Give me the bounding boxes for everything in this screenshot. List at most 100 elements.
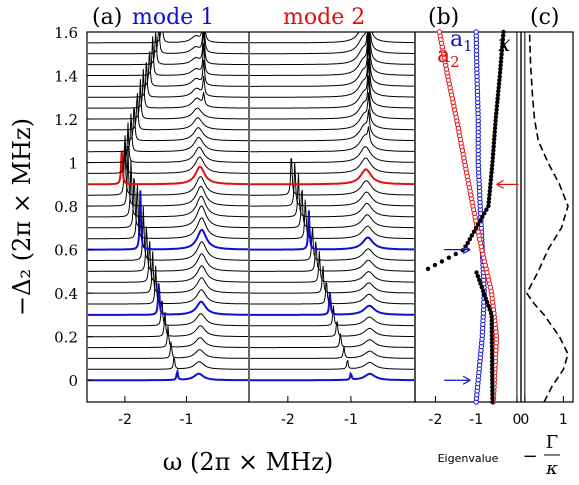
eigen-point-x	[478, 281, 483, 286]
y-tick-label: 1.6	[54, 24, 78, 42]
eigen-point-x	[488, 177, 494, 183]
eigen-point-x	[484, 299, 490, 305]
eigen-point-x	[487, 192, 492, 197]
mode1-trace	[88, 367, 249, 382]
mode1-trace	[88, 113, 248, 153]
mode1-trace	[88, 93, 248, 131]
eigen-point-x	[489, 166, 495, 172]
eigen-point-x	[490, 151, 496, 157]
eigen-point-x	[473, 225, 479, 231]
y-axis-label: −Δ₂ (2π × MHz)	[8, 118, 36, 316]
eigen-point-x	[499, 55, 504, 61]
eigen-point-x	[496, 89, 501, 94]
eigen-point-x	[493, 114, 499, 120]
mode1-trace	[88, 36, 248, 76]
legend-a2: a2	[437, 43, 460, 71]
eigen-point-x	[489, 318, 494, 323]
mode1-trace	[88, 145, 248, 207]
x-tick-label-b: -1	[469, 412, 483, 428]
mode2-trace	[250, 360, 414, 370]
eigen-point-x	[490, 396, 495, 401]
eigen-point-x	[499, 48, 505, 53]
mode1-trace	[88, 183, 248, 240]
mode1-trace	[88, 150, 248, 186]
eigen-point-x	[495, 92, 501, 98]
x-tick-label-c: 0	[520, 412, 529, 428]
mode2-trace	[250, 162, 414, 207]
mode1-trace	[88, 283, 248, 316]
mode2-trace	[250, 41, 414, 98]
mode1-trace	[88, 68, 248, 109]
mode2-trace	[250, 292, 414, 316]
eigen-point-x	[495, 96, 500, 101]
eigen-point-x	[489, 355, 495, 360]
mode2-trace	[250, 189, 414, 229]
eigen-point-x	[483, 296, 488, 301]
mode2-trace	[250, 168, 414, 186]
eigen-point-x	[497, 77, 502, 83]
eigen-point-x	[453, 251, 458, 257]
mode2-trace	[250, 321, 414, 338]
eigen-point-x	[484, 207, 489, 212]
eigen-point-x	[495, 100, 500, 105]
eigen-point-x	[487, 185, 493, 190]
mode2-trace	[250, 251, 414, 283]
x-axis-label: ω (2π × MHz)	[163, 448, 333, 476]
mode1-trace	[88, 107, 248, 142]
mode2-trace	[250, 371, 414, 382]
eigen-point-x	[488, 174, 494, 179]
eigen-point-x	[475, 222, 481, 227]
eigen-point-x	[492, 133, 497, 138]
mode2-trace	[250, 333, 414, 349]
eigen-point-x	[497, 74, 502, 79]
eigen-point-x	[480, 214, 485, 220]
mode2-trace	[250, 345, 414, 359]
legend-x: x	[498, 32, 511, 57]
x-tick-label: -2	[281, 412, 295, 428]
x-tick-label-c: 1	[559, 412, 568, 428]
eigen-point-x	[425, 266, 431, 271]
panel-c-frame	[520, 31, 574, 403]
mode1-trace	[88, 31, 248, 44]
eigen-point	[436, 29, 443, 35]
annotation-arrowhead	[496, 179, 504, 189]
mode2-trace	[250, 241, 414, 272]
y-tick-label: 0.8	[54, 198, 78, 216]
eigen-point-x	[486, 203, 491, 209]
eigen-point-x	[471, 229, 477, 234]
mode2-trace	[250, 126, 414, 153]
eigen-point-x	[489, 359, 495, 364]
eigenvalue-group: -2 -1 0	[425, 29, 521, 428]
tick-group: 0 0.2 0.4 0.6 0.8 1 1.2 1.4 1.6 -2 -2 -1 -1	[54, 24, 358, 428]
annotation-arrowhead	[462, 375, 471, 385]
mode2-trace	[250, 31, 415, 76]
mode2-trace	[250, 227, 414, 261]
eigen-point-x	[500, 40, 505, 46]
mode2-trace	[250, 281, 414, 305]
eigen-point-x	[498, 63, 503, 68]
y-tick-label: 0.2	[54, 329, 78, 347]
eigen-point-x	[489, 340, 495, 345]
eigen-point-x	[494, 111, 499, 116]
x-axis-label-b: Eigenvalue	[438, 452, 499, 465]
eigen-point-x	[490, 155, 496, 160]
eigen-point-x	[432, 262, 438, 268]
x-tick-label-b: 0	[512, 412, 521, 428]
mode2-trace	[250, 210, 414, 251]
eigen-point-x	[489, 333, 495, 338]
eigen-point-x	[498, 59, 504, 64]
gamma-curve	[526, 31, 569, 403]
mode2-trace	[250, 109, 415, 142]
y-tick-label: 0.4	[54, 285, 78, 303]
y-tick-label: 0.6	[54, 242, 78, 260]
mode1-trace	[88, 62, 248, 98]
mode1-title: mode 1	[132, 5, 214, 30]
eigen-point-x	[492, 126, 498, 131]
eigen-point-x	[474, 270, 479, 275]
eigen-point-x	[489, 322, 494, 327]
eigen-point-x	[494, 103, 500, 109]
eigen-point-x	[490, 373, 495, 379]
mode1-trace	[88, 31, 248, 66]
eigen-point-x	[489, 362, 495, 368]
